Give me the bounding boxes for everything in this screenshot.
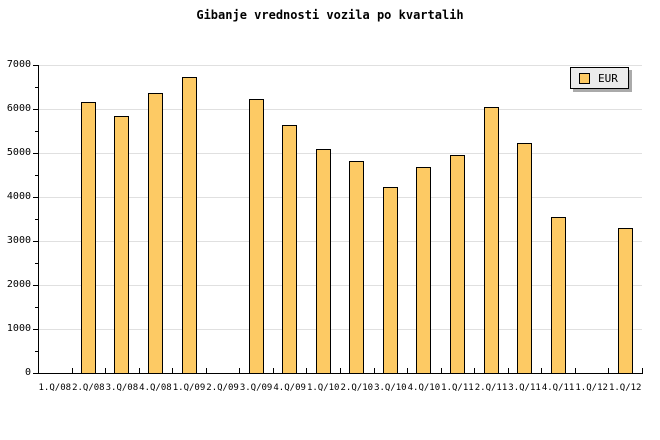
- x-tick-label: 1.Q/12: [608, 383, 642, 393]
- x-axis-tick: [105, 368, 107, 373]
- bar: [315, 149, 331, 373]
- x-axis-tick: [642, 368, 643, 373]
- y-axis-tick-minor: [35, 86, 38, 88]
- bar: [617, 227, 633, 373]
- y-tick-label: 6000: [6, 103, 31, 114]
- x-tick-label: 4.Q/08: [139, 383, 172, 393]
- y-axis-tick: [33, 284, 38, 286]
- x-axis-tick: [507, 368, 509, 373]
- x-axis-tick: [71, 368, 73, 373]
- y-tick-label: 4000: [6, 191, 31, 202]
- y-axis-tick-minor: [35, 130, 38, 132]
- x-axis-tick: [407, 368, 409, 373]
- x-tick-label: 1.Q/12: [575, 383, 608, 393]
- y-axis-tick-minor: [35, 306, 38, 308]
- x-tick-label: 1.Q/11: [441, 383, 474, 393]
- x-tick-label: 2.Q/10: [340, 383, 374, 393]
- x-tick-label: 1.Q/09: [172, 383, 206, 393]
- bar: [282, 124, 298, 373]
- x-axis-tick: [373, 368, 375, 373]
- y-axis-tick: [33, 328, 38, 330]
- x-axis-tick: [608, 368, 610, 373]
- bar: [550, 216, 566, 373]
- x-axis-tick: [574, 368, 576, 373]
- x-tick-label: 3.Q/10: [374, 383, 407, 393]
- y-tick-label: 5000: [6, 147, 31, 158]
- y-axis-tick: [33, 372, 38, 374]
- y-axis-tick-minor: [35, 218, 38, 220]
- bar: [248, 98, 264, 373]
- y-axis-line: [38, 65, 39, 374]
- x-tick-label: 2.Q/11: [474, 383, 508, 393]
- x-axis-tick: [440, 368, 442, 373]
- x-axis-tick: [474, 368, 476, 373]
- y-axis-tick: [33, 152, 38, 154]
- bar: [416, 167, 432, 373]
- bar: [181, 77, 197, 373]
- x-tick-label: 1.Q/10: [306, 383, 340, 393]
- bar: [114, 116, 130, 373]
- x-tick-label: 2.Q/08: [72, 383, 105, 393]
- gridline: [38, 284, 642, 286]
- x-tick-label: 3.Q/08: [105, 383, 139, 393]
- gridline: [38, 108, 642, 110]
- x-tick-label: 1.Q/08: [38, 383, 72, 393]
- bar: [449, 155, 465, 373]
- x-tick-label: 3.Q/09: [239, 383, 273, 393]
- x-tick-label: 4.Q/11: [541, 383, 575, 393]
- x-axis-tick: [38, 368, 39, 373]
- x-tick-label: 3.Q/11: [508, 383, 541, 393]
- y-axis-tick: [33, 196, 38, 198]
- y-tick-label: 0: [24, 367, 31, 378]
- chart-title: Gibanje vrednosti vozila po kvartalih: [196, 8, 464, 22]
- bar: [382, 186, 398, 373]
- bar: [483, 106, 499, 373]
- x-axis-tick: [306, 368, 308, 373]
- y-axis-tick: [33, 64, 38, 66]
- x-tick-label: 2.Q/09: [206, 383, 239, 393]
- gridline: [38, 240, 642, 242]
- x-tick-label: 4.Q/10: [407, 383, 441, 393]
- gridline: [38, 152, 642, 154]
- y-tick-label: 3000: [6, 235, 31, 246]
- y-axis-tick-minor: [35, 262, 38, 264]
- y-tick-label: 1000: [6, 323, 31, 334]
- x-axis-tick: [172, 368, 174, 373]
- x-axis-tick: [340, 368, 341, 373]
- x-axis-tick: [205, 368, 207, 373]
- bar: [80, 101, 96, 373]
- x-tick-label: 4.Q/09: [273, 383, 306, 393]
- y-tick-label: 7000: [6, 59, 31, 70]
- y-axis-tick-minor: [35, 174, 38, 176]
- gridline: [38, 64, 642, 66]
- bar: [349, 160, 365, 373]
- bar: [517, 142, 533, 373]
- x-axis-tick: [272, 368, 274, 373]
- gridline: [38, 196, 642, 198]
- bar: [147, 92, 163, 373]
- y-axis-tick: [33, 240, 38, 242]
- y-axis-tick: [33, 108, 38, 110]
- gridline: [38, 328, 642, 330]
- x-axis-tick: [138, 368, 140, 373]
- legend-swatch: [579, 72, 590, 84]
- y-tick-label: 2000: [6, 279, 31, 290]
- y-axis-tick-minor: [35, 350, 38, 352]
- legend: EUR: [570, 67, 629, 89]
- x-axis-tick: [541, 368, 543, 373]
- legend-label: EUR: [598, 71, 618, 85]
- x-axis-line: [38, 373, 643, 374]
- x-axis-tick: [239, 368, 241, 373]
